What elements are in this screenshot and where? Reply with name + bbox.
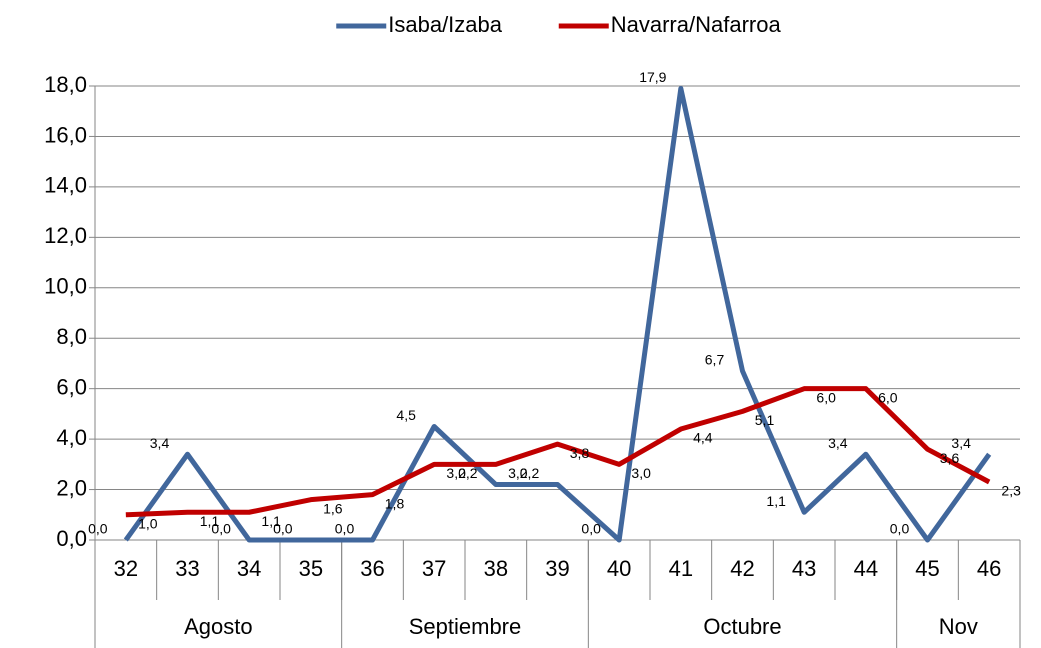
data-label: 3,4 — [828, 435, 848, 451]
group-label: Nov — [939, 614, 978, 639]
data-label: 0,0 — [273, 521, 293, 537]
data-label: 1,8 — [385, 495, 405, 511]
data-label: 3,0 — [508, 465, 528, 481]
x-tick-label: 42 — [730, 556, 754, 581]
data-label: 1,6 — [323, 500, 343, 516]
data-label: 3,6 — [940, 450, 960, 466]
x-tick-label: 34 — [237, 556, 261, 581]
data-label: 6,0 — [878, 389, 898, 405]
legend-label: Navarra/Nafarroa — [611, 12, 782, 37]
x-tick-label: 38 — [484, 556, 508, 581]
data-label: 6,7 — [705, 352, 725, 368]
data-label: 2,2 — [520, 465, 540, 481]
legend-label: Isaba/Izaba — [388, 12, 503, 37]
data-label: 4,5 — [396, 407, 416, 423]
y-tick-label: 0,0 — [56, 526, 87, 551]
group-label: Agosto — [184, 614, 253, 639]
data-label: 2,3 — [1001, 483, 1021, 499]
data-label: 0,0 — [211, 521, 231, 537]
data-label: 2,2 — [458, 465, 478, 481]
data-label: 6,0 — [816, 389, 836, 405]
x-tick-label: 32 — [114, 556, 138, 581]
x-tick-label: 46 — [977, 556, 1001, 581]
y-tick-label: 16,0 — [44, 122, 87, 147]
data-label: 5,1 — [755, 412, 775, 428]
series-line — [125, 386, 991, 518]
data-label: 3,0 — [631, 465, 651, 481]
data-label: 0,0 — [335, 521, 355, 537]
data-label: 3,4 — [150, 435, 170, 451]
data-label: 0,0 — [890, 521, 910, 537]
data-label: 0,0 — [581, 521, 601, 537]
x-tick-label: 44 — [854, 556, 878, 581]
x-tick-label: 35 — [299, 556, 323, 581]
x-tick-label: 45 — [915, 556, 939, 581]
group-label: Octubre — [703, 614, 781, 639]
y-tick-label: 2,0 — [56, 475, 87, 500]
data-label: 1,1 — [766, 493, 786, 509]
y-tick-label: 18,0 — [44, 72, 87, 97]
x-tick-label: 41 — [669, 556, 693, 581]
x-tick-label: 43 — [792, 556, 816, 581]
x-tick-label: 36 — [360, 556, 384, 581]
data-label: 1,0 — [138, 515, 158, 531]
y-tick-label: 12,0 — [44, 223, 87, 248]
y-tick-label: 10,0 — [44, 274, 87, 299]
data-label: 1,1 — [261, 513, 281, 529]
y-tick-label: 6,0 — [56, 374, 87, 399]
y-tick-label: 14,0 — [44, 173, 87, 198]
data-label: 3,8 — [570, 445, 590, 461]
data-label: 0,0 — [88, 521, 108, 537]
series-line — [123, 86, 992, 543]
x-tick-label: 33 — [175, 556, 199, 581]
data-label: 4,4 — [693, 430, 713, 446]
group-label: Septiembre — [409, 614, 522, 639]
data-label: 17,9 — [639, 69, 666, 85]
x-tick-label: 40 — [607, 556, 631, 581]
data-label: 1,1 — [200, 513, 220, 529]
y-tick-label: 4,0 — [56, 425, 87, 450]
data-label: 3,0 — [446, 465, 466, 481]
y-tick-label: 8,0 — [56, 324, 87, 349]
x-tick-label: 39 — [545, 556, 569, 581]
x-tick-label: 37 — [422, 556, 446, 581]
data-label: 3,4 — [951, 435, 971, 451]
